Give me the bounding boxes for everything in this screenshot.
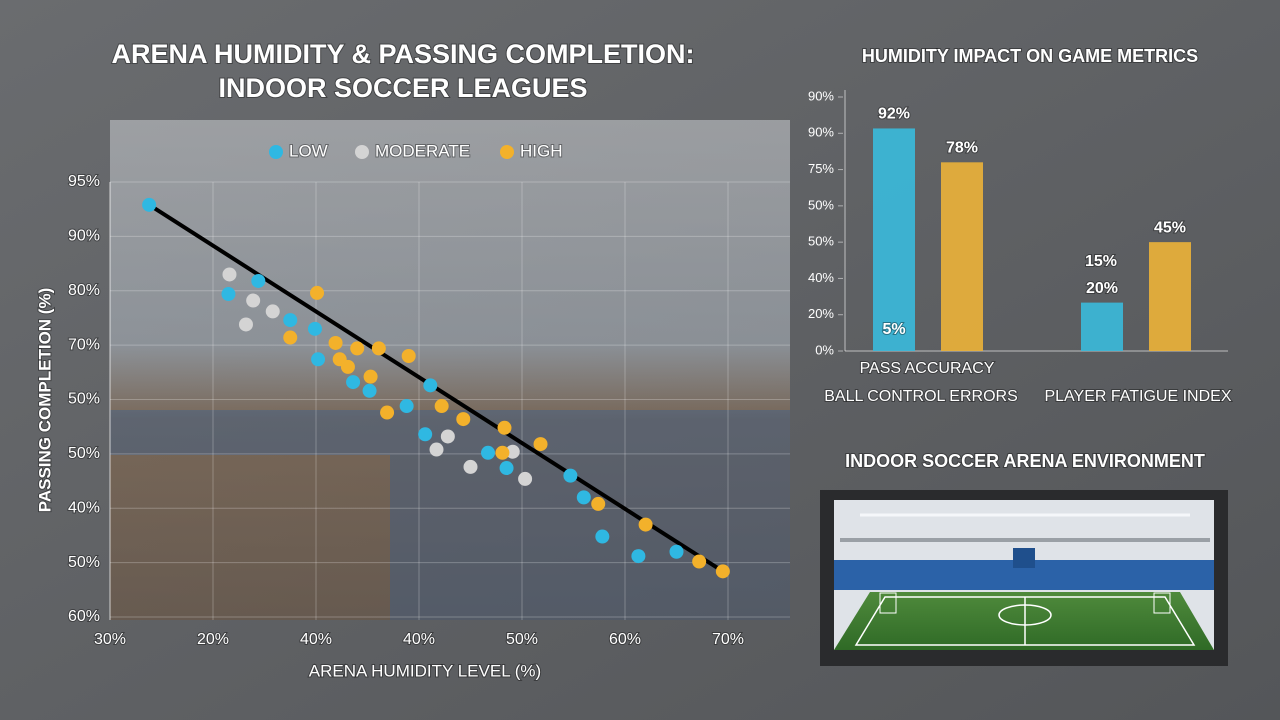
- scatter-point: [350, 341, 365, 356]
- scatter-point: [499, 461, 514, 476]
- scatter-point: [221, 287, 236, 302]
- scatter-point: [418, 427, 433, 442]
- scatter-point: [631, 549, 646, 564]
- scatter-point: [238, 317, 253, 332]
- category-annotation: BALL CONTROL ERRORS: [824, 388, 1018, 405]
- scatter-point: [340, 359, 355, 374]
- bar: [1081, 302, 1123, 351]
- x-tick-label: 40%: [300, 631, 332, 648]
- y-tick-label: 50%: [68, 445, 100, 462]
- value-label: 45%: [1154, 219, 1186, 236]
- y-tick-label: 40%: [808, 270, 834, 285]
- scatter-point: [401, 349, 416, 363]
- scatter-point: [307, 321, 322, 336]
- scatter-point: [440, 429, 455, 444]
- x-tick-label: 30%: [94, 631, 126, 648]
- y-tick-label: 20%: [808, 306, 834, 321]
- x-tick-label: 60%: [609, 631, 641, 648]
- scatter-point: [692, 554, 707, 569]
- y-tick-label: 70%: [68, 336, 100, 353]
- scatter-point: [669, 544, 684, 559]
- court-floor: [390, 455, 790, 620]
- scatter-point: [715, 564, 730, 579]
- scatter-point: [246, 293, 261, 308]
- y-tick-label: 50%: [68, 391, 100, 408]
- x-tick-label: 20%: [197, 631, 229, 648]
- chart-title: INDOOR SOCCER LEAGUES: [218, 73, 587, 103]
- y-tick-label: 90%: [808, 88, 834, 103]
- y-tick-label: 80%: [68, 282, 100, 299]
- scatter-point: [423, 378, 438, 393]
- x-tick-label: 50%: [506, 631, 538, 648]
- scatter-point: [563, 468, 578, 483]
- bar: [873, 128, 915, 351]
- value-label: 92%: [878, 106, 910, 123]
- bar: [941, 162, 983, 351]
- scatter-point: [311, 352, 326, 367]
- scatter-point: [429, 442, 444, 457]
- chart-title: HUMIDITY IMPACT ON GAME METRICS: [862, 46, 1198, 66]
- x-tick-label: PLAYER FATIGUE INDEX: [1044, 388, 1231, 405]
- scatter-point: [380, 405, 395, 420]
- y-tick-label: 90%: [68, 228, 100, 245]
- value-label: 78%: [946, 140, 978, 157]
- x-tick-label: 70%: [712, 631, 744, 648]
- legend-label: LOW: [289, 141, 328, 160]
- scatter-point: [310, 285, 325, 300]
- scatter-point: [399, 399, 414, 414]
- scatter-point: [222, 267, 237, 282]
- scatter-point: [434, 399, 449, 414]
- scatter-point: [328, 335, 343, 350]
- legend-swatch: [269, 145, 283, 159]
- y-tick-label: 0%: [815, 342, 834, 357]
- y-tick-label: 50%: [808, 197, 834, 212]
- scatter-point: [283, 313, 298, 328]
- scatter-point: [533, 437, 548, 452]
- scatter-point: [363, 369, 378, 384]
- bar-annotation: 15%: [1085, 253, 1117, 270]
- y-tick-label: 90%: [808, 125, 834, 140]
- scatter-point: [456, 412, 471, 427]
- legend-label: HIGH: [520, 141, 563, 160]
- scatter-point: [481, 445, 496, 460]
- y-tick-label: 95%: [68, 173, 100, 190]
- scatter-point: [505, 444, 520, 459]
- arena-photo: [820, 490, 1228, 666]
- x-axis-label: ARENA HUMIDITY LEVEL (%): [309, 661, 541, 680]
- chart-title: ARENA HUMIDITY & PASSING COMPLETION:: [111, 39, 694, 69]
- legend-swatch: [500, 145, 514, 159]
- y-tick-label: 50%: [808, 234, 834, 249]
- bar-annotation: 5%: [882, 321, 905, 338]
- scatter-point: [463, 459, 478, 474]
- bar: [1149, 242, 1191, 351]
- scatter-point: [346, 375, 361, 390]
- scatter-point: [638, 517, 653, 532]
- scatter-point: [497, 420, 512, 435]
- scatter-point: [595, 529, 610, 544]
- scatter-point: [142, 197, 157, 212]
- scatter-point: [283, 330, 298, 345]
- value-label: 20%: [1086, 280, 1118, 297]
- court-photo: [110, 120, 790, 620]
- scatter-point: [518, 471, 533, 486]
- scatter-point: [576, 490, 591, 505]
- y-tick-label: 50%: [68, 554, 100, 571]
- y-axis-label: PASSING COMPLETION (%): [35, 288, 54, 512]
- y-tick-label: 40%: [68, 499, 100, 516]
- scatter-point: [251, 273, 266, 288]
- x-tick-label: 40%: [403, 631, 435, 648]
- scatter-point: [495, 445, 510, 460]
- legend-label: MODERATE: [375, 141, 470, 160]
- scatter-point: [371, 341, 386, 356]
- scatter-point: [362, 383, 377, 398]
- y-tick-label: 75%: [808, 161, 834, 176]
- x-tick-label: PASS ACCURACY: [860, 360, 995, 377]
- scatter-point: [591, 496, 606, 511]
- y-tick-label: 60%: [68, 608, 100, 625]
- scatter-point: [265, 304, 280, 319]
- legend-swatch: [355, 145, 369, 159]
- photo-title: INDOOR SOCCER ARENA ENVIRONMENT: [845, 451, 1205, 471]
